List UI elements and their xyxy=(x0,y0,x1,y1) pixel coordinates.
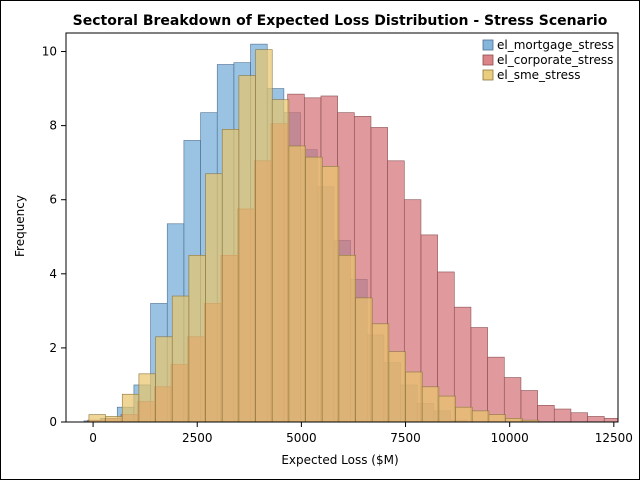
bar-el_sme_stress-1 xyxy=(105,416,123,423)
x-axis-label: Expected Loss ($M) xyxy=(281,453,398,467)
legend: el_mortgage_stressel_corporate_stressel_… xyxy=(482,38,614,82)
bar-el_sme_stress-24 xyxy=(488,414,506,423)
bar-el_corporate_stress-28 xyxy=(537,405,555,423)
bar-el_sme_stress-16 xyxy=(355,297,373,423)
plot-area xyxy=(83,43,619,423)
bar-el_corporate_stress-25 xyxy=(487,356,505,423)
bar-el_sme_stress-3 xyxy=(138,373,156,423)
y-tick-label-0: 0 xyxy=(49,415,57,429)
x-tick-label-1: 2500 xyxy=(182,431,213,445)
x-tick-label-0: 0 xyxy=(89,431,97,445)
bar-el_sme_stress-11 xyxy=(271,99,290,423)
y-tick-label-1: 2 xyxy=(49,341,57,355)
plot-border xyxy=(65,32,619,423)
bar-el_sme_stress-13 xyxy=(305,156,323,423)
bar-el_sme_stress-7 xyxy=(205,173,223,423)
y-tick-label-5: 10 xyxy=(42,45,57,59)
bar-el_sme_stress-12 xyxy=(288,145,306,423)
y-axis: 0 2 4 6 8 10 xyxy=(42,45,66,429)
bar-el_sme_stress-5 xyxy=(171,295,190,423)
bar-el_sme_stress-22 xyxy=(455,406,473,423)
legend-swatch-el_corporate_stress xyxy=(482,54,494,66)
bar-el_corporate_stress-30 xyxy=(570,412,588,423)
bar-el_sme_stress-19 xyxy=(405,371,423,423)
bar-el_corporate_stress-23 xyxy=(453,306,472,423)
bar-el_sme_stress-2 xyxy=(121,393,140,423)
x-axis: 0 2500 5000 7500 10000 12500 xyxy=(89,422,633,445)
legend-swatch-el_mortgage_stress xyxy=(482,39,494,51)
bar-el_sme_stress-14 xyxy=(321,166,340,423)
bar-el_sme_stress-18 xyxy=(388,351,406,423)
bar-el_corporate_stress-27 xyxy=(520,390,538,423)
bar-el_sme_stress-0 xyxy=(88,414,106,423)
bar-el_sme_stress-21 xyxy=(438,395,456,423)
legend-swatch-el_sme_stress xyxy=(482,69,494,81)
x-tick-label-2: 5000 xyxy=(286,431,317,445)
bar-el_sme_stress-20 xyxy=(421,386,440,423)
bar-el_corporate_stress-31 xyxy=(587,416,605,423)
bar-el_sme_stress-9 xyxy=(238,75,256,423)
bar-el_sme_stress-8 xyxy=(221,129,240,423)
bar-el_sme_stress-15 xyxy=(338,254,356,423)
y-tick-label-3: 6 xyxy=(49,193,57,207)
bar-el_corporate_stress-26 xyxy=(503,377,522,423)
y-tick-label-4: 8 xyxy=(49,119,57,133)
bar-el_sme_stress-23 xyxy=(471,410,490,423)
y-tick-label-2: 4 xyxy=(49,267,57,281)
bar-el_sme_stress-6 xyxy=(188,254,206,423)
x-tick-label-5: 12500 xyxy=(595,431,633,445)
legend-label-el_corporate_stress: el_corporate_stress xyxy=(497,53,613,67)
bar-el_corporate_stress-29 xyxy=(553,408,572,423)
series-el_sme_stress xyxy=(88,49,540,423)
bar-el_corporate_stress-32 xyxy=(603,417,619,423)
bar-el_corporate_stress-24 xyxy=(470,327,488,423)
legend-label-el_sme_stress: el_sme_stress xyxy=(497,68,581,82)
bar-el_sme_stress-4 xyxy=(155,336,173,423)
y-axis-label: Frequency xyxy=(13,195,27,257)
x-tick-label-3: 7500 xyxy=(390,431,421,445)
x-tick-label-4: 10000 xyxy=(491,431,529,445)
bar-el_sme_stress-10 xyxy=(255,49,273,423)
chart-title: Sectoral Breakdown of Expected Loss Dist… xyxy=(73,13,608,29)
bar-el_sme_stress-25 xyxy=(505,417,523,423)
bar-el_sme_stress-17 xyxy=(371,323,390,423)
legend-label-el_mortgage_stress: el_mortgage_stress xyxy=(497,38,614,52)
